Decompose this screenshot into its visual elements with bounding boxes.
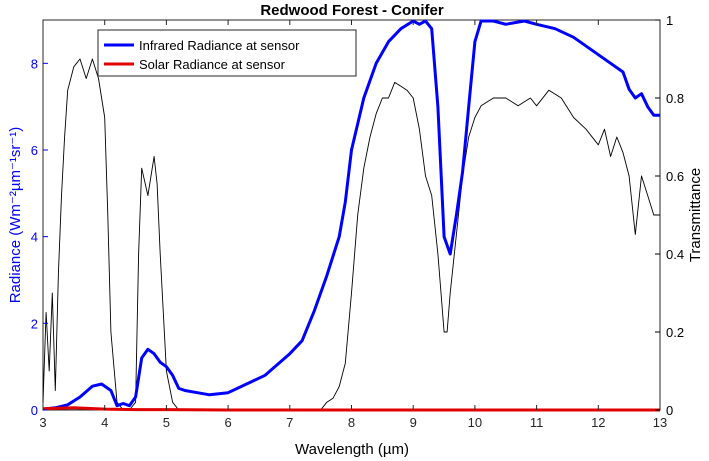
x-tick-label: 7	[286, 415, 293, 430]
x-axis-ticks: 3 4 5 6 7 8 9 10 11 12 13	[39, 20, 667, 430]
y-left-tick-label: 0	[31, 403, 38, 418]
x-tick-label: 6	[224, 415, 231, 430]
y-left-tick-label: 6	[31, 143, 38, 158]
legend: Infrared Radiance at sensor Solar Radian…	[97, 29, 357, 77]
x-tick-label: 11	[530, 415, 544, 430]
x-tick-label: 13	[653, 415, 667, 430]
transmittance-line	[42, 58, 660, 411]
x-axis-label: Wavelength (µm)	[295, 441, 409, 458]
y-left-tick-label: 4	[31, 230, 38, 245]
y-right-tick-label: 0.4	[666, 247, 684, 262]
x-tick-label: 5	[163, 415, 170, 430]
legend-label-infrared: Infrared Radiance at sensor	[139, 38, 300, 53]
y-right-tick-label: 0.8	[666, 91, 684, 106]
y-right-tick-label: 1	[666, 13, 673, 28]
x-tick-label: 8	[348, 415, 355, 430]
y-left-axis-ticks: 0 2 4 6 8	[31, 56, 48, 418]
y-right-tick-label: 0.6	[666, 169, 684, 184]
x-tick-label: 4	[101, 415, 108, 430]
series-infrared-radiance	[42, 19, 660, 411]
series-transmittance	[42, 58, 660, 411]
legend-label-solar: Solar Radiance at sensor	[139, 57, 286, 72]
y-left-tick-label: 8	[31, 56, 38, 71]
chart-title: Redwood Forest - Conifer	[260, 2, 443, 19]
y-right-tick-label: 0.2	[666, 325, 684, 340]
legend-box	[97, 29, 357, 77]
y-right-tick-label: 0	[666, 403, 673, 418]
x-tick-label: 10	[468, 415, 482, 430]
x-tick-label: 9	[410, 415, 417, 430]
y-left-axis-label: Radiance (Wm⁻²µm⁻¹sr⁻¹)	[7, 127, 24, 304]
y-right-axis-label: Transmittance	[687, 168, 704, 262]
y-left-tick-label: 2	[31, 316, 38, 331]
infrared-radiance-line	[42, 19, 660, 411]
y-right-axis-ticks: 0 0.2 0.4 0.6 0.8 1	[655, 13, 684, 418]
x-tick-label: 3	[39, 415, 46, 430]
x-tick-label: 12	[591, 415, 605, 430]
